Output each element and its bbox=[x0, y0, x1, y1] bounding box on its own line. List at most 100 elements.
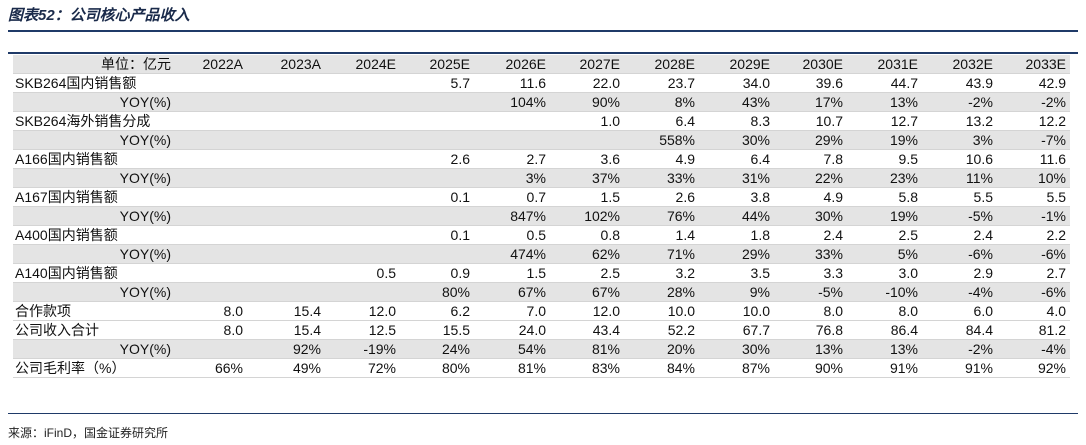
table-cell: 10.6 bbox=[965, 151, 993, 167]
column-header: 2032E bbox=[952, 56, 993, 72]
table-cell: 6.4 bbox=[675, 113, 695, 129]
table-cell: 4.9 bbox=[823, 189, 843, 205]
table-cell: 43.9 bbox=[965, 75, 993, 91]
table-cell: 9.5 bbox=[898, 151, 918, 167]
table-cell: 81% bbox=[517, 360, 546, 376]
table-row: YOY(%) 3% 37% 33% 31% 22% 23% 11% 10% bbox=[13, 169, 1070, 188]
table-cell: 3.0 bbox=[898, 265, 918, 281]
row-label: YOY(%) bbox=[119, 170, 171, 186]
table-cell: 44.7 bbox=[890, 75, 918, 91]
table-cell: 44% bbox=[741, 208, 770, 224]
table-cell: 11.6 bbox=[519, 75, 546, 91]
table-cell: -2% bbox=[1041, 94, 1066, 110]
table-row: A400国内销售额 0.1 0.5 0.8 1.4 1.8 2.4 2.5 2.4 2.2 bbox=[13, 226, 1070, 245]
table-cell: 104% bbox=[510, 94, 546, 110]
table-cell: 43% bbox=[741, 94, 770, 110]
table-cell: 24% bbox=[441, 341, 470, 357]
table-cell: 6.2 bbox=[450, 303, 470, 319]
table-cell: 34.0 bbox=[742, 75, 770, 91]
table-row: 公司毛利率（%） 66% 49% 72% 80% 81% 83% 84% 87% 90% 91% 91… bbox=[13, 359, 1070, 378]
table-cell: 2.6 bbox=[675, 189, 695, 205]
table-cell: 0.7 bbox=[526, 189, 546, 205]
table-cell: 5.5 bbox=[973, 189, 993, 205]
column-header: 2028E bbox=[654, 56, 695, 72]
table-cell: 91% bbox=[889, 360, 918, 376]
table-cell: 2.7 bbox=[526, 151, 546, 167]
table-cell: 22.0 bbox=[592, 75, 620, 91]
row-label: YOY(%) bbox=[119, 284, 171, 300]
table-cell: 8.0 bbox=[223, 303, 243, 319]
table-cell: 91% bbox=[964, 360, 993, 376]
table-row: YOY(%) 558% 30% 29% 19% 3% -7% bbox=[13, 131, 1070, 150]
table-cell: -5% bbox=[818, 284, 843, 300]
table-row: YOY(%) 474% 62% 71% 29% 33% 5% -6% -6% bbox=[13, 245, 1070, 264]
table-cell: 49% bbox=[292, 360, 321, 376]
table-cell: -2% bbox=[968, 94, 993, 110]
table-row: YOY(%) 847% 102% 76% 44% 30% 19% -5% -1% bbox=[13, 207, 1070, 226]
table-cell: 30% bbox=[741, 132, 770, 148]
table-cell: 19% bbox=[889, 208, 918, 224]
table-top-rule bbox=[8, 52, 1078, 54]
table-cell: 6.0 bbox=[973, 303, 993, 319]
table-cell: 1.0 bbox=[600, 113, 620, 129]
table-cell: 43.4 bbox=[592, 322, 620, 338]
table-cell: 3% bbox=[525, 170, 546, 186]
row-label: 公司收入合计 bbox=[15, 322, 99, 338]
table-cell: 10.7 bbox=[815, 113, 843, 129]
table-row: SKB264海外销售分成 1.0 6.4 8.3 10.7 12.7 13.2 12.2 bbox=[13, 112, 1070, 131]
source: 来源：iFinD，国金证券研究所 bbox=[8, 426, 169, 440]
table-cell: 62% bbox=[591, 246, 620, 262]
table-cell: 4.9 bbox=[675, 151, 695, 167]
table-cell: 5.5 bbox=[1046, 189, 1066, 205]
table-cell: 83% bbox=[591, 360, 620, 376]
table-cell: 92% bbox=[1037, 360, 1066, 376]
table-cell: 3.6 bbox=[600, 151, 620, 167]
table-cell: 8% bbox=[674, 94, 695, 110]
table-cell: 23.7 bbox=[667, 75, 695, 91]
table-cell: 90% bbox=[814, 360, 843, 376]
table-cell: 2.4 bbox=[973, 227, 993, 243]
table-row: A166国内销售额 2.6 2.7 3.6 4.9 6.4 7.8 9.5 10.6 11.6 bbox=[13, 150, 1070, 169]
table-cell: 0.5 bbox=[526, 227, 546, 243]
table-cell: 12.2 bbox=[1038, 113, 1066, 129]
table-cell: 10.0 bbox=[667, 303, 695, 319]
table-cell: 42.9 bbox=[1038, 75, 1066, 91]
table-cell: 3.2 bbox=[675, 265, 695, 281]
table-cell: 3.8 bbox=[750, 189, 770, 205]
table-cell: -19% bbox=[363, 341, 396, 357]
table-cell: -6% bbox=[968, 246, 993, 262]
column-header: 2024E bbox=[355, 56, 396, 72]
table-cell: 22% bbox=[814, 170, 843, 186]
table-cell: 12.0 bbox=[368, 303, 396, 319]
table-cell: 15.4 bbox=[293, 303, 321, 319]
title: 图表52：公司核心产品收入 bbox=[8, 7, 190, 24]
table-cell: 2.7 bbox=[1046, 265, 1066, 281]
table-cell: 28% bbox=[666, 284, 695, 300]
table-cell: 0.5 bbox=[376, 265, 396, 281]
table-cell: -6% bbox=[1041, 284, 1066, 300]
table-row: A140国内销售额 0.5 0.9 1.5 2.5 3.2 3.5 3.3 3.0 2.9 2.7 bbox=[13, 264, 1070, 283]
table-cell: 52.2 bbox=[667, 322, 695, 338]
source-rule bbox=[8, 413, 1078, 414]
table-cell: 12.7 bbox=[890, 113, 918, 129]
table-cell: 24.0 bbox=[518, 322, 546, 338]
row-label: YOY(%) bbox=[119, 246, 171, 262]
table-cell: 1.8 bbox=[750, 227, 770, 243]
table-cell: 5.7 bbox=[450, 75, 470, 91]
table-cell: 19% bbox=[889, 132, 918, 148]
table-cell: 3.3 bbox=[823, 265, 843, 281]
table-cell: 7.0 bbox=[526, 303, 546, 319]
column-header: 2027E bbox=[579, 56, 620, 72]
title-rule bbox=[8, 30, 1078, 32]
table-row: 公司收入合计 8.0 15.4 12.5 15.5 24.0 43.4 52.2 67.7 76.… bbox=[13, 321, 1070, 340]
table-cell: 31% bbox=[741, 170, 770, 186]
column-header: 2023A bbox=[280, 56, 321, 72]
table-cell: 5% bbox=[897, 246, 918, 262]
table-cell: 1.4 bbox=[675, 227, 695, 243]
table-cell: -2% bbox=[968, 341, 993, 357]
row-label: YOY(%) bbox=[119, 341, 171, 357]
table-cell: 84.4 bbox=[965, 322, 993, 338]
column-header: 2029E bbox=[729, 56, 770, 72]
table-cell: 81.2 bbox=[1038, 322, 1066, 338]
table-cell: -5% bbox=[968, 208, 993, 224]
